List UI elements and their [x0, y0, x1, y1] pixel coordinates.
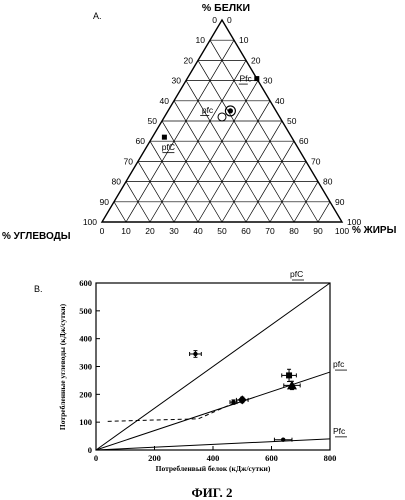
figure-caption: ФИГ. 2	[191, 485, 232, 500]
ternary-grid	[114, 40, 330, 222]
ternary-tick-protein: 60	[136, 136, 146, 146]
ternary-tick-fat: 70	[311, 156, 321, 166]
x-tick-label: 800	[324, 453, 337, 463]
point-marker-square	[286, 372, 292, 378]
ternary-tick-carb: 90	[313, 226, 323, 236]
series-line-pfC	[96, 283, 330, 450]
ternary-point-marker	[162, 135, 167, 140]
line-panel-label: B.	[34, 284, 43, 294]
ternary-tick-protein: 70	[124, 156, 134, 166]
ternary-tick-fat: 20	[251, 55, 261, 65]
ternary-tick-carb: 50	[217, 226, 227, 236]
line-chart-series-labels: pfC pfc Pfc	[290, 269, 347, 437]
x-tick-label: 600	[265, 453, 278, 463]
ternary-tick-fat: 80	[323, 177, 333, 187]
ternary-tick-fat: 40	[275, 96, 285, 106]
ternary-point-label: pfc	[202, 105, 214, 115]
ternary-tick-labels: 0001010102020203030304040405050506060607…	[83, 15, 362, 236]
point-marker-diamond	[238, 395, 247, 404]
ternary-grid-line	[138, 161, 174, 222]
series-label-Pfc: Pfc	[333, 426, 346, 436]
ternary-tick-protein: 20	[184, 55, 194, 65]
ternary-tick-carb: 10	[121, 226, 131, 236]
y-tick-label: 300	[79, 362, 92, 372]
ternary-tick-carb: 60	[241, 226, 251, 236]
ternary-tick-protein: 0	[212, 15, 217, 25]
series-line-dashed	[108, 403, 234, 421]
ternary-tick-protein: 90	[100, 197, 110, 207]
ternary-grid-line	[174, 81, 258, 222]
ternary-grid-line	[162, 121, 222, 222]
point-marker-circle	[231, 400, 235, 404]
ternary-point-pfC: pfC	[162, 135, 175, 153]
ternary-grid-line	[114, 202, 126, 222]
ternary-tick-protein: 10	[196, 35, 206, 45]
ternary-tick-fat: 50	[287, 116, 297, 126]
ternary-tick-carb: 30	[169, 226, 179, 236]
series-line-pfc	[96, 372, 330, 450]
ternary-tick-fat: 60	[299, 136, 309, 146]
ternary-point-label: pfC	[162, 142, 175, 152]
line-x-axis-label: Потребленвый белок (кДж/сутки)	[156, 464, 271, 473]
ternary-point-marker	[218, 113, 226, 121]
ternary-grid-line	[210, 40, 318, 222]
x-tick-label: 200	[148, 453, 161, 463]
ternary-tick-carb: 20	[145, 226, 155, 236]
line-chart-series	[96, 283, 330, 450]
ternary-point-Pfc: Pfc	[239, 74, 259, 85]
ternary-tick-protein: 80	[112, 177, 122, 187]
line-chart-points	[190, 351, 301, 442]
ternary-panel-label: A.	[93, 11, 102, 21]
ternary-top-axis-label: % БЕЛКИ	[202, 2, 250, 14]
ternary-tick-protein: 50	[148, 116, 158, 126]
ternary-left-axis-label: % УГЛЕВОДЫ	[2, 231, 71, 242]
ternary-chart: A. % БЕЛКИ % УГЛЕВОДЫ % ЖИРЫ 00010101020…	[2, 2, 397, 242]
ternary-tick-carb: 100	[335, 226, 349, 236]
ternary-tick-fat: 100	[347, 217, 361, 227]
ternary-tick-protein: 30	[172, 76, 182, 86]
data-point	[190, 351, 202, 358]
ternary-grid-line	[318, 202, 330, 222]
ternary-grid-line	[126, 40, 234, 222]
line-chart: B. 02004006008000100200300400500600 pfCp…	[34, 269, 347, 473]
ternary-grid-line	[270, 161, 306, 222]
y-tick-label: 200	[79, 389, 92, 399]
data-point	[284, 380, 300, 389]
y-tick-label: 400	[79, 334, 92, 344]
ternary-tick-carb: 40	[193, 226, 203, 236]
x-tick-label: 400	[207, 453, 220, 463]
ternary-point-open-circle	[218, 113, 226, 121]
ternary-point-label: Pfc	[240, 74, 253, 84]
ternary-tick-fat: 0	[227, 15, 232, 25]
ternary-tick-carb: 0	[100, 226, 105, 236]
ternary-point-pfc: pfc	[200, 105, 214, 116]
point-marker-circle	[281, 438, 285, 442]
y-tick-label: 600	[79, 278, 92, 288]
ternary-tick-carb: 70	[265, 226, 275, 236]
ternary-tick-fat: 10	[239, 35, 249, 45]
ternary-tick-protein: 40	[160, 96, 170, 106]
data-point	[282, 369, 297, 381]
ternary-grid-line	[222, 121, 282, 222]
y-tick-label: 0	[88, 445, 92, 455]
ternary-tick-carb: 80	[289, 226, 299, 236]
x-tick-label: 0	[94, 453, 98, 463]
line-y-axis-label: Потребленные углеводы (кДж/сутки)	[58, 303, 67, 430]
series-label-pfC: pfC	[290, 269, 303, 279]
ternary-point-marker	[254, 76, 259, 81]
y-tick-label: 500	[79, 306, 92, 316]
point-marker-circle	[193, 352, 197, 356]
ternary-tick-protein: 100	[83, 217, 97, 227]
series-label-pfc: pfc	[333, 359, 345, 369]
y-tick-label: 100	[79, 417, 92, 427]
ternary-tick-fat: 90	[335, 197, 345, 207]
ternary-tick-fat: 30	[263, 76, 273, 86]
ternary-point-marker	[228, 108, 233, 113]
ternary-grid-line	[186, 81, 270, 222]
